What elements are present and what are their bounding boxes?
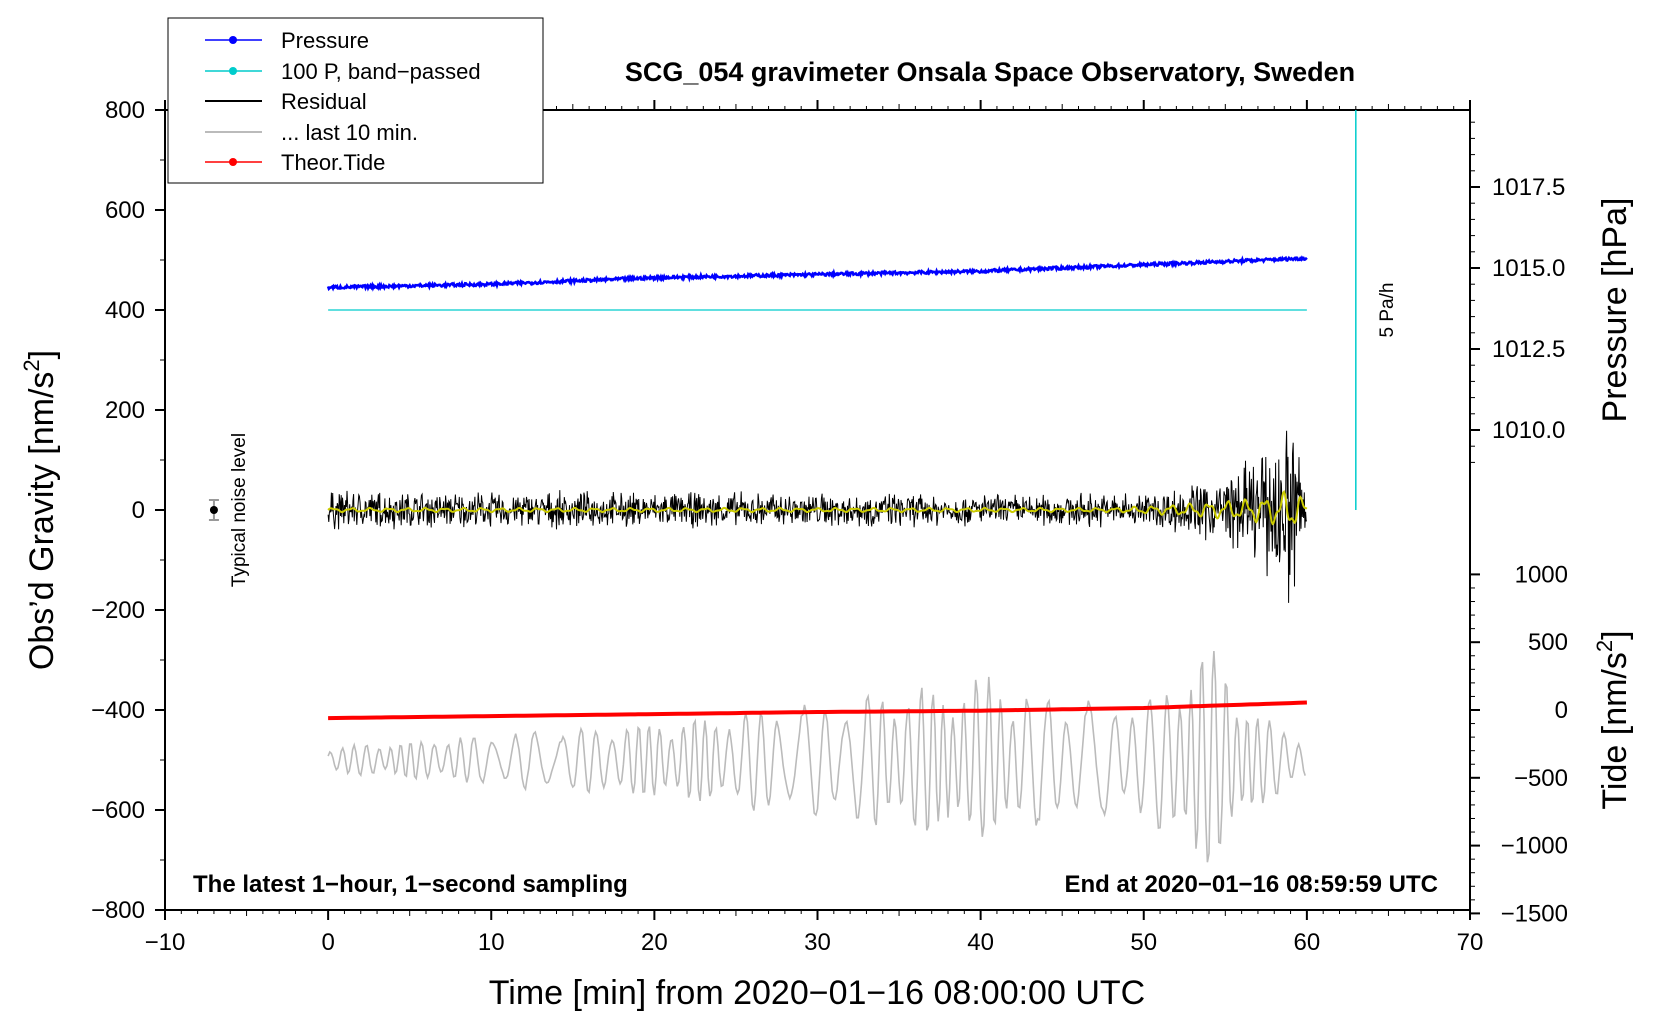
y-tick-label: −400 xyxy=(91,697,145,724)
y-tick-label: 400 xyxy=(105,297,145,324)
legend-label-residual: Residual xyxy=(281,89,367,114)
x-tick-label: −10 xyxy=(145,929,186,956)
legend-marker-band-passed xyxy=(229,67,237,75)
x-tick-label: 10 xyxy=(478,929,505,956)
y-axis-label-left: Obs’d Gravity [nm/s2] xyxy=(19,350,61,670)
pressure-tick-label: 1015.0 xyxy=(1492,255,1565,282)
tide-tick-label: 500 xyxy=(1528,629,1568,656)
axis-ticks: −10 0 10 20 30 40 50 60 70 −800 −600 −400 −200 0 200 40… xyxy=(91,97,1568,956)
x-tick-label: 50 xyxy=(1130,929,1157,956)
y-tick-label: 600 xyxy=(105,197,145,224)
tide-tick-label: 0 xyxy=(1555,697,1568,724)
y-axis-label-pressure: Pressure [hPa] xyxy=(1596,198,1634,423)
tide-tick-label: −500 xyxy=(1514,765,1568,792)
annotation-sampling: The latest 1−hour, 1−second sampling xyxy=(193,871,628,898)
tide-line xyxy=(328,700,1307,721)
x-tick-label: 30 xyxy=(804,929,831,956)
y-axis-label-tide: Tide [nm/s2] xyxy=(1592,630,1634,809)
residual-smoothed-series xyxy=(327,489,1308,526)
x-tick-label: 70 xyxy=(1457,929,1484,956)
last-10-min-line xyxy=(327,650,1306,863)
y-tick-label: 800 xyxy=(105,97,145,124)
tide-series xyxy=(328,700,1307,721)
y-tick-label: −600 xyxy=(91,797,145,824)
legend-marker-tide xyxy=(229,158,237,166)
legend-marker-pressure xyxy=(229,36,237,44)
pressure-rate-label: 5 Pa/h xyxy=(1377,283,1398,338)
y-tick-label: −800 xyxy=(91,897,145,924)
chart-title: SCG_054 gravimeter Onsala Space Observat… xyxy=(625,57,1355,87)
noise-level-label: Typical noise level xyxy=(229,433,250,587)
legend-label-tide: Theor.Tide xyxy=(281,150,385,175)
pressure-tick-label: 1012.5 xyxy=(1492,336,1565,363)
x-tick-label: 0 xyxy=(321,929,334,956)
x-axis-label: Time [min] from 2020−01−16 08:00:00 UTC xyxy=(489,974,1145,1012)
x-tick-label: 20 xyxy=(641,929,668,956)
y-tick-label: 0 xyxy=(132,497,145,524)
tide-tick-label: −1000 xyxy=(1501,833,1568,860)
legend-label-pressure: Pressure xyxy=(281,28,369,53)
y-tick-label: 200 xyxy=(105,397,145,424)
residual-series xyxy=(327,430,1308,603)
residual-smoothed-line xyxy=(327,489,1308,526)
x-tick-label: 60 xyxy=(1294,929,1321,956)
legend: Pressure 100 P, band−passed Residual ...… xyxy=(167,17,544,184)
pressure-line xyxy=(326,255,1308,292)
legend-label-last-10-min: ... last 10 min. xyxy=(281,120,418,145)
y-tick-label: −200 xyxy=(91,597,145,624)
annotation-end-time: End at 2020−01−16 08:59:59 UTC xyxy=(1064,871,1438,898)
x-tick-label: 40 xyxy=(967,929,994,956)
tide-tick-label: 1000 xyxy=(1515,561,1568,588)
pressure-series xyxy=(326,255,1308,292)
tide-tick-label: −1500 xyxy=(1501,900,1568,927)
noise-level-marker xyxy=(208,499,219,521)
pressure-tick-label: 1017.5 xyxy=(1492,174,1565,201)
last-10-min-series xyxy=(327,650,1306,863)
residual-line xyxy=(327,430,1308,603)
noise-point xyxy=(209,506,218,514)
legend-label-band-passed: 100 P, band−passed xyxy=(281,59,481,84)
pressure-tick-label: 1010.0 xyxy=(1492,417,1565,444)
